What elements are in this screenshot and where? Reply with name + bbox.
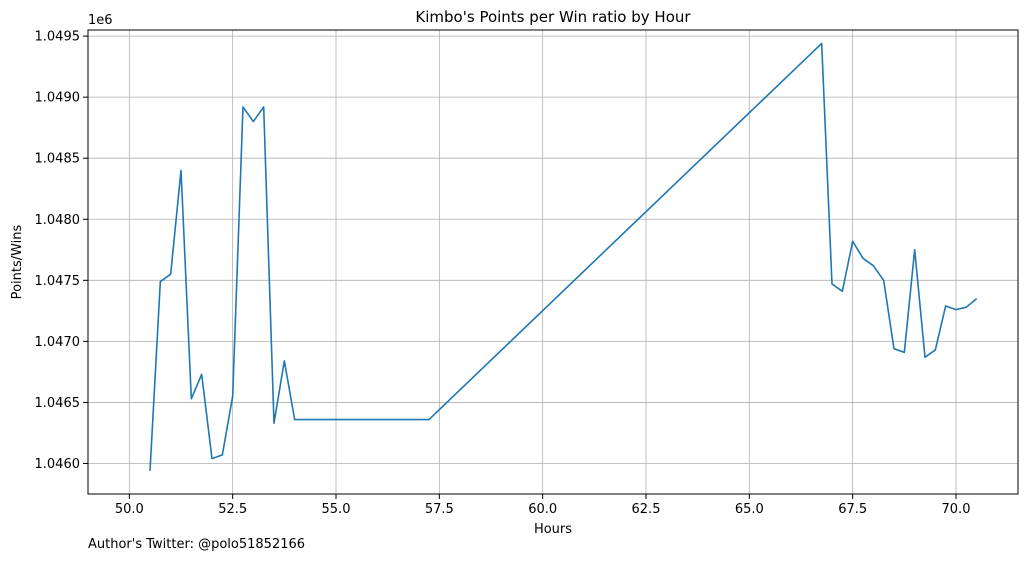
series-line	[149, 42, 978, 471]
y-tick-label: 1.0470	[35, 335, 81, 350]
chart-title: Kimbo's Points per Win ratio by Hour	[415, 8, 691, 26]
x-tick-label: 70.0	[942, 502, 971, 517]
y-tick-label: 1.0495	[35, 30, 81, 45]
x-tick-label: 55.0	[322, 502, 351, 517]
x-tick-label: 50.0	[115, 502, 144, 517]
x-tick-label: 62.5	[632, 502, 661, 517]
x-tick-label: 67.5	[838, 502, 867, 517]
author-credit: Author's Twitter: @polo51852166	[88, 537, 306, 552]
y-tick-label: 1.0485	[35, 152, 81, 167]
plot-frame	[87, 29, 1019, 495]
x-tick-label: 60.0	[528, 502, 557, 517]
x-tick-label: 57.5	[425, 502, 454, 517]
y-tick-label: 1.0480	[35, 213, 81, 228]
grid	[88, 30, 1018, 494]
x-axis: 50.0 52.5 55.0 57.5 60.0 62.5 65.0 67.5 70.0	[115, 494, 971, 517]
y-axis-label: Points/Wins	[10, 224, 25, 299]
x-axis-label: Hours	[534, 522, 572, 537]
y-tick-label: 1.0475	[35, 274, 81, 289]
x-tick-label: 52.5	[218, 502, 247, 517]
y-offset-label: 1e6	[88, 13, 113, 28]
x-tick-label: 65.0	[735, 502, 764, 517]
series-layer	[149, 42, 978, 471]
y-tick-label: 1.0460	[35, 457, 81, 472]
y-tick-label: 1.0490	[35, 91, 81, 106]
y-axis: 1.0460 1.0465 1.0470 1.0475 1.0480 1.0485 1.04…	[35, 30, 88, 472]
y-tick-label: 1.0465	[35, 396, 81, 411]
